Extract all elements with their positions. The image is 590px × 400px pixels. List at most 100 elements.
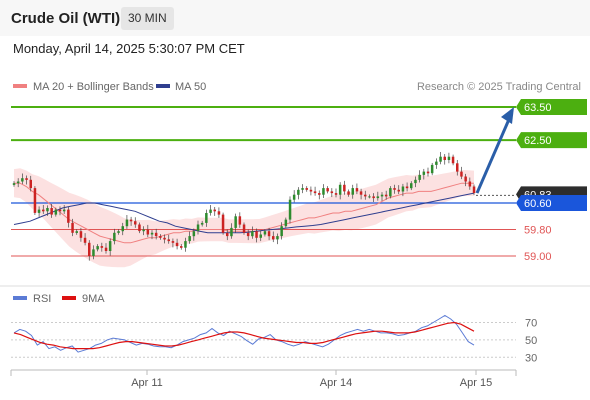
ma20-legend-label: MA 20 + Bollinger Bands — [33, 81, 154, 93]
candle-body — [221, 214, 225, 233]
ma50-legend-label: MA 50 — [175, 81, 206, 93]
candle-body — [288, 199, 292, 220]
rsi-line — [13, 314, 475, 353]
candle-body — [355, 188, 359, 192]
candle-body — [439, 156, 442, 162]
candle-body — [125, 219, 129, 227]
candle-body — [414, 179, 417, 184]
candle-body — [113, 232, 116, 242]
candle-body — [322, 188, 325, 195]
candle-body — [150, 232, 154, 235]
ma50-legend-swatch — [156, 84, 170, 88]
candle-body — [96, 246, 99, 250]
candle-body — [230, 227, 233, 237]
candle-body — [422, 171, 426, 175]
candle-body — [301, 188, 304, 190]
candle-body — [142, 229, 145, 232]
candle-body — [192, 231, 196, 237]
candle-body — [451, 156, 455, 164]
candle-body — [435, 161, 438, 165]
level-label-bg-60.60 — [516, 195, 587, 212]
level-label-bg-63.50 — [516, 99, 587, 115]
candle-body — [234, 216, 237, 228]
rsi-tick-label: 50 — [525, 335, 537, 347]
candle-body — [108, 241, 112, 251]
candle-body — [372, 196, 375, 199]
candle-body — [338, 184, 342, 195]
level-label-59.00: 59.00 — [524, 251, 552, 263]
header-bar: Crude Oil (WTI) 30 MIN — [0, 0, 590, 36]
candle-body — [205, 213, 208, 223]
candle-body — [347, 191, 350, 195]
candle-body — [209, 209, 212, 213]
candle-body — [255, 231, 258, 238]
rsi-ma-legend-label: 9MA — [82, 293, 105, 305]
candle-body — [297, 189, 300, 195]
candle-body — [42, 209, 45, 212]
timeframe-badge[interactable]: 30 MIN — [121, 7, 174, 30]
rsi-tick-label: 30 — [525, 352, 537, 364]
candle-body — [313, 191, 317, 194]
candle-body — [167, 239, 170, 242]
ma20-legend-swatch — [13, 84, 27, 88]
candle-body — [368, 196, 371, 198]
candle-body — [100, 246, 104, 248]
candle-body — [242, 224, 246, 233]
candle-body — [468, 181, 472, 187]
candle-body — [384, 194, 388, 197]
candle-body — [418, 174, 421, 180]
candle-body — [351, 188, 354, 195]
candle-body — [188, 236, 191, 242]
candle-body — [121, 226, 124, 232]
candle-body — [163, 237, 166, 240]
candle-body — [146, 229, 150, 235]
rsi-ma-legend-swatch — [62, 296, 76, 300]
candle-body — [359, 191, 363, 195]
candle-body — [376, 196, 380, 199]
candle-body — [213, 209, 216, 212]
candle-body — [426, 171, 430, 174]
candle-body — [104, 247, 108, 251]
level-label-60.60: 60.60 — [524, 198, 552, 210]
candle-body — [380, 194, 384, 197]
instrument-title: Crude Oil (WTI) — [11, 10, 121, 27]
candle-body — [318, 193, 321, 195]
candle-body — [251, 231, 254, 237]
candle-body — [364, 194, 367, 197]
candle-body — [54, 209, 58, 215]
candle-body — [272, 236, 275, 240]
candle-body — [88, 242, 91, 256]
candle-body — [92, 249, 95, 256]
candle-body — [330, 191, 334, 194]
candle-body — [397, 189, 400, 192]
candle-body — [276, 236, 279, 240]
candle-body — [430, 164, 434, 174]
candle-body — [405, 186, 409, 189]
bollinger-band — [14, 168, 474, 268]
candle-body — [16, 181, 20, 184]
candle-body — [184, 241, 187, 248]
candle-body — [129, 219, 133, 222]
candle-body — [138, 224, 141, 232]
candle-body — [175, 242, 179, 247]
candle-body — [200, 222, 204, 225]
candle-body — [309, 189, 313, 192]
candle-body — [246, 232, 250, 237]
candle-body — [280, 226, 283, 237]
candle-body — [196, 224, 200, 232]
candle-body — [226, 232, 229, 237]
candle-body — [217, 211, 221, 215]
candle-body — [25, 178, 28, 180]
x-axis-label: Apr 14 — [320, 377, 352, 389]
candle-body — [292, 194, 296, 200]
candle-body — [263, 231, 267, 235]
candle-body — [79, 231, 83, 238]
candle-body — [75, 231, 78, 233]
candle-body — [393, 188, 396, 190]
candle-body — [29, 179, 32, 189]
rsi-tick-label: 70 — [525, 317, 537, 329]
candle-body — [71, 222, 74, 233]
candle-body — [33, 188, 37, 213]
candle-body — [46, 208, 49, 212]
